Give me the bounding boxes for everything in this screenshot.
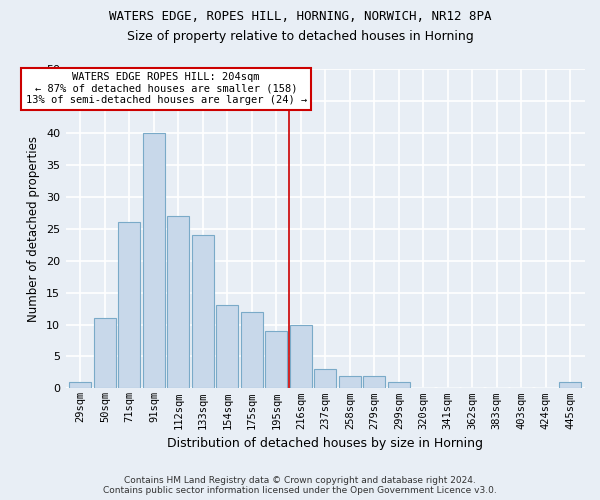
Bar: [265, 331, 287, 388]
Text: WATERS EDGE ROPES HILL: 204sqm
← 87% of detached houses are smaller (158)
13% of: WATERS EDGE ROPES HILL: 204sqm ← 87% of …: [26, 72, 307, 106]
Bar: [364, 376, 385, 388]
Bar: [290, 324, 312, 388]
Text: Size of property relative to detached houses in Horning: Size of property relative to detached ho…: [127, 30, 473, 43]
Bar: [70, 382, 91, 388]
Bar: [339, 376, 361, 388]
Text: WATERS EDGE, ROPES HILL, HORNING, NORWICH, NR12 8PA: WATERS EDGE, ROPES HILL, HORNING, NORWIC…: [109, 10, 491, 23]
Bar: [167, 216, 190, 388]
X-axis label: Distribution of detached houses by size in Horning: Distribution of detached houses by size …: [167, 437, 484, 450]
Bar: [94, 318, 116, 388]
Bar: [314, 369, 337, 388]
Bar: [118, 222, 140, 388]
Text: Contains HM Land Registry data © Crown copyright and database right 2024.
Contai: Contains HM Land Registry data © Crown c…: [103, 476, 497, 495]
Bar: [143, 133, 165, 388]
Bar: [388, 382, 410, 388]
Bar: [217, 306, 238, 388]
Bar: [241, 312, 263, 388]
Y-axis label: Number of detached properties: Number of detached properties: [28, 136, 40, 322]
Bar: [192, 235, 214, 388]
Bar: [559, 382, 581, 388]
